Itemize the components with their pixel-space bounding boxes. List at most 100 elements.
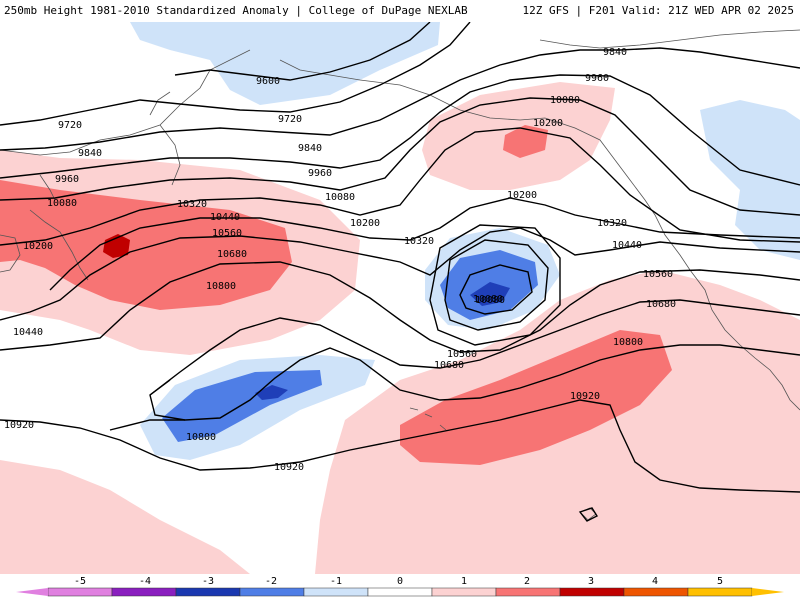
contour-label: 10320: [597, 218, 627, 229]
contour-label: 10320: [177, 199, 207, 210]
colorbar-tick-label: 1: [461, 576, 467, 587]
colorbar-tick-label: 2: [524, 576, 530, 587]
colorbar-bin: [623, 587, 689, 597]
contour-label: 9840: [603, 47, 627, 58]
colorbar-bins: [16, 587, 784, 597]
contour-10320-low: [429, 224, 561, 346]
contour-label: 9600: [256, 76, 280, 87]
contour-label: 10320: [404, 236, 434, 247]
colorbar-tick-label: -2: [265, 576, 277, 587]
pos-anomaly-japan-core: [0, 180, 292, 310]
colorbar-tick-label: 0: [397, 576, 403, 587]
contour-9600: [174, 22, 431, 81]
contour-10800: [109, 344, 800, 431]
contour-9840: [0, 47, 800, 151]
contour-label: 10080: [475, 295, 505, 306]
contour-10080-low: [459, 264, 533, 315]
colorbar-tick-label: -5: [74, 576, 86, 587]
height-contours: [0, 22, 800, 522]
coastlines: [0, 29, 800, 521]
north-coast: [539, 29, 800, 49]
japan-coast: [29, 174, 89, 281]
colorbar-bin: [303, 587, 369, 597]
colorbar-ticks: -5 -4 -3 -2 -1 0 1 2 3 4 5: [74, 576, 723, 587]
kamchatka-coast: [149, 91, 181, 186]
colorbar-right-arrow: [752, 588, 784, 596]
contour-label: 10200: [507, 190, 537, 201]
colorbar-bin: [495, 587, 561, 597]
korea-coast: [0, 234, 21, 273]
colorbar-bin: [175, 587, 241, 597]
contour-10200-low: [444, 239, 549, 331]
colorbar: -5 -4 -3 -2 -1 0 1 2 3 4 5: [16, 576, 784, 597]
colorbar-tick-label: 3: [588, 576, 594, 587]
contour-label: 10440: [612, 240, 642, 251]
contour-10320: [49, 197, 800, 291]
colorbar-bin: [367, 587, 433, 597]
colorbar-bin: [431, 587, 497, 597]
contour-island: [578, 507, 599, 522]
contour-10080: [0, 97, 800, 216]
contour-10200: [0, 127, 800, 246]
colorbar-tick-label: -4: [139, 576, 151, 587]
contour-label: 10080: [47, 198, 77, 209]
contour-label: 10200: [350, 218, 380, 229]
map-title: 250mb Height 1981-2010 Standardized Anom…: [4, 4, 468, 17]
colorbar-tick-label: 5: [717, 576, 723, 587]
contour-label: 10200: [533, 118, 563, 129]
contour-label: 10080: [550, 95, 580, 106]
contour-9720: [0, 22, 471, 126]
contour-label: 10680: [217, 249, 247, 260]
contour-10800-ring: [149, 379, 186, 421]
contour-label: 9720: [278, 114, 302, 125]
colorbar-tick-label: -3: [202, 576, 214, 587]
contour-label: 10680: [434, 360, 464, 371]
us-west-coast: [689, 269, 800, 411]
pos-anomaly-dark-spot: [103, 234, 130, 258]
pos-anomaly-alaska-core: [503, 125, 548, 158]
contour-label: 10440: [13, 327, 43, 338]
neg-anomaly-south-core: [162, 370, 322, 442]
contour-label: 10560: [447, 349, 477, 360]
contour-label: 10680: [646, 299, 676, 310]
neg-anomaly-bering: [130, 22, 440, 105]
colorbar-left-arrow: [16, 588, 48, 596]
contour-labels: 9600 9720 9720 9840 9840 9840 9960 9960 9960 1008…: [4, 47, 676, 473]
contour-label: 10440: [210, 212, 240, 223]
contour-10680: [149, 299, 800, 396]
contour-label: 9960: [308, 168, 332, 179]
contour-label: 10560: [643, 269, 673, 280]
pos-anomaly-subtropic-core: [400, 330, 672, 465]
neg-anomaly-low-dark: [470, 282, 510, 306]
contour-label: 10920: [274, 462, 304, 473]
colorbar-bin: [111, 587, 177, 597]
hawaii: [409, 407, 447, 431]
neg-anomaly-east-pacific: [700, 100, 800, 260]
pos-anomaly-southwest: [0, 460, 250, 574]
colorbar-bin: [239, 587, 305, 597]
anomaly-shading: [0, 22, 800, 574]
alaska-coast: [279, 59, 616, 161]
colorbar-bin: [47, 587, 113, 597]
contour-label: 10800: [186, 432, 216, 443]
contour-label: 10800: [613, 337, 643, 348]
canada-coast: [614, 159, 691, 271]
anomaly-map: 9600 9720 9720 9840 9840 9840 9960 9960 9960 1008…: [0, 22, 800, 574]
contour-label: 9960: [55, 174, 79, 185]
contour-label: 9960: [585, 73, 609, 84]
contour-10440: [0, 227, 800, 321]
contour-label: 10080: [473, 294, 503, 305]
contour-label: 10080: [325, 192, 355, 203]
contour-label: 10200: [23, 241, 53, 252]
contour-label: 9840: [298, 143, 322, 154]
contour-label: 10560: [212, 228, 242, 239]
contour-label: 9840: [78, 148, 102, 159]
contour-label: 10920: [4, 420, 34, 431]
header: 250mb Height 1981-2010 Standardized Anom…: [0, 0, 800, 22]
model-run-info: 12Z GFS | F201 Valid: 21Z WED APR 02 202…: [522, 4, 794, 17]
colorbar-tick-label: -1: [330, 576, 342, 587]
contour-label: 10800: [206, 281, 236, 292]
contour-10560: [0, 261, 800, 353]
contour-label: 9720: [58, 120, 82, 131]
colorbar-bin: [687, 587, 753, 597]
